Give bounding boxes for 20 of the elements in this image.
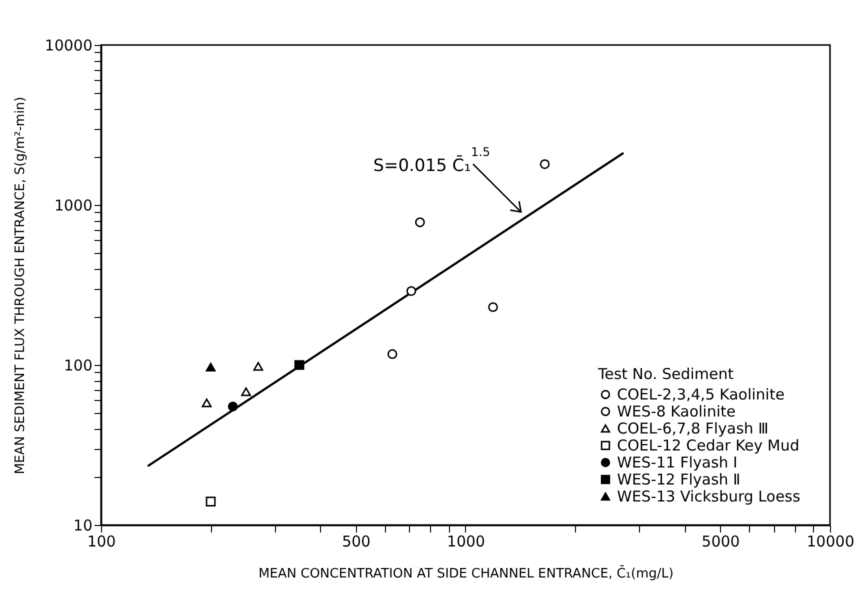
y-tick-label: 1000: [54, 196, 92, 214]
y-tick-label: 100: [64, 356, 92, 374]
legend-label: WES-8 Kaolinite: [617, 402, 736, 420]
y-tick-label: 10: [73, 516, 92, 534]
x-tick-label: 500: [342, 532, 371, 550]
legend-title: Test No. Sediment: [597, 365, 734, 383]
legend-label: COEL-2,3,4,5 Kaolinite: [617, 386, 785, 404]
y-axis-title: MEAN SEDIMENT FLUX THROUGH ENTRANCE, S(g/m²-min): [12, 96, 28, 474]
x-tick-label: 5000: [702, 532, 740, 550]
legend-label: WES-13 Vicksburg Loess: [617, 488, 800, 506]
legend-label: WES-11 Flyash Ⅰ: [617, 454, 738, 472]
x-tick-label: 1000: [446, 532, 486, 550]
x-axis-title: MEAN CONCENTRATION AT SIDE CHANNEL ENTRANCE, C̄₁(mg/L): [258, 565, 674, 582]
x-tick-label: 100: [87, 532, 116, 550]
annotation: S=0.015 C̄₁1.5: [373, 145, 490, 176]
legend-label: COEL-6,7,8 Flyash Ⅲ: [617, 420, 768, 438]
x-tick-label: 10000: [806, 532, 854, 550]
y-tick-label: 10000: [44, 36, 92, 54]
legend-label: COEL-12 Cedar Key Mud: [617, 436, 800, 454]
legend-label: WES-12 Flyash Ⅱ: [617, 470, 740, 488]
